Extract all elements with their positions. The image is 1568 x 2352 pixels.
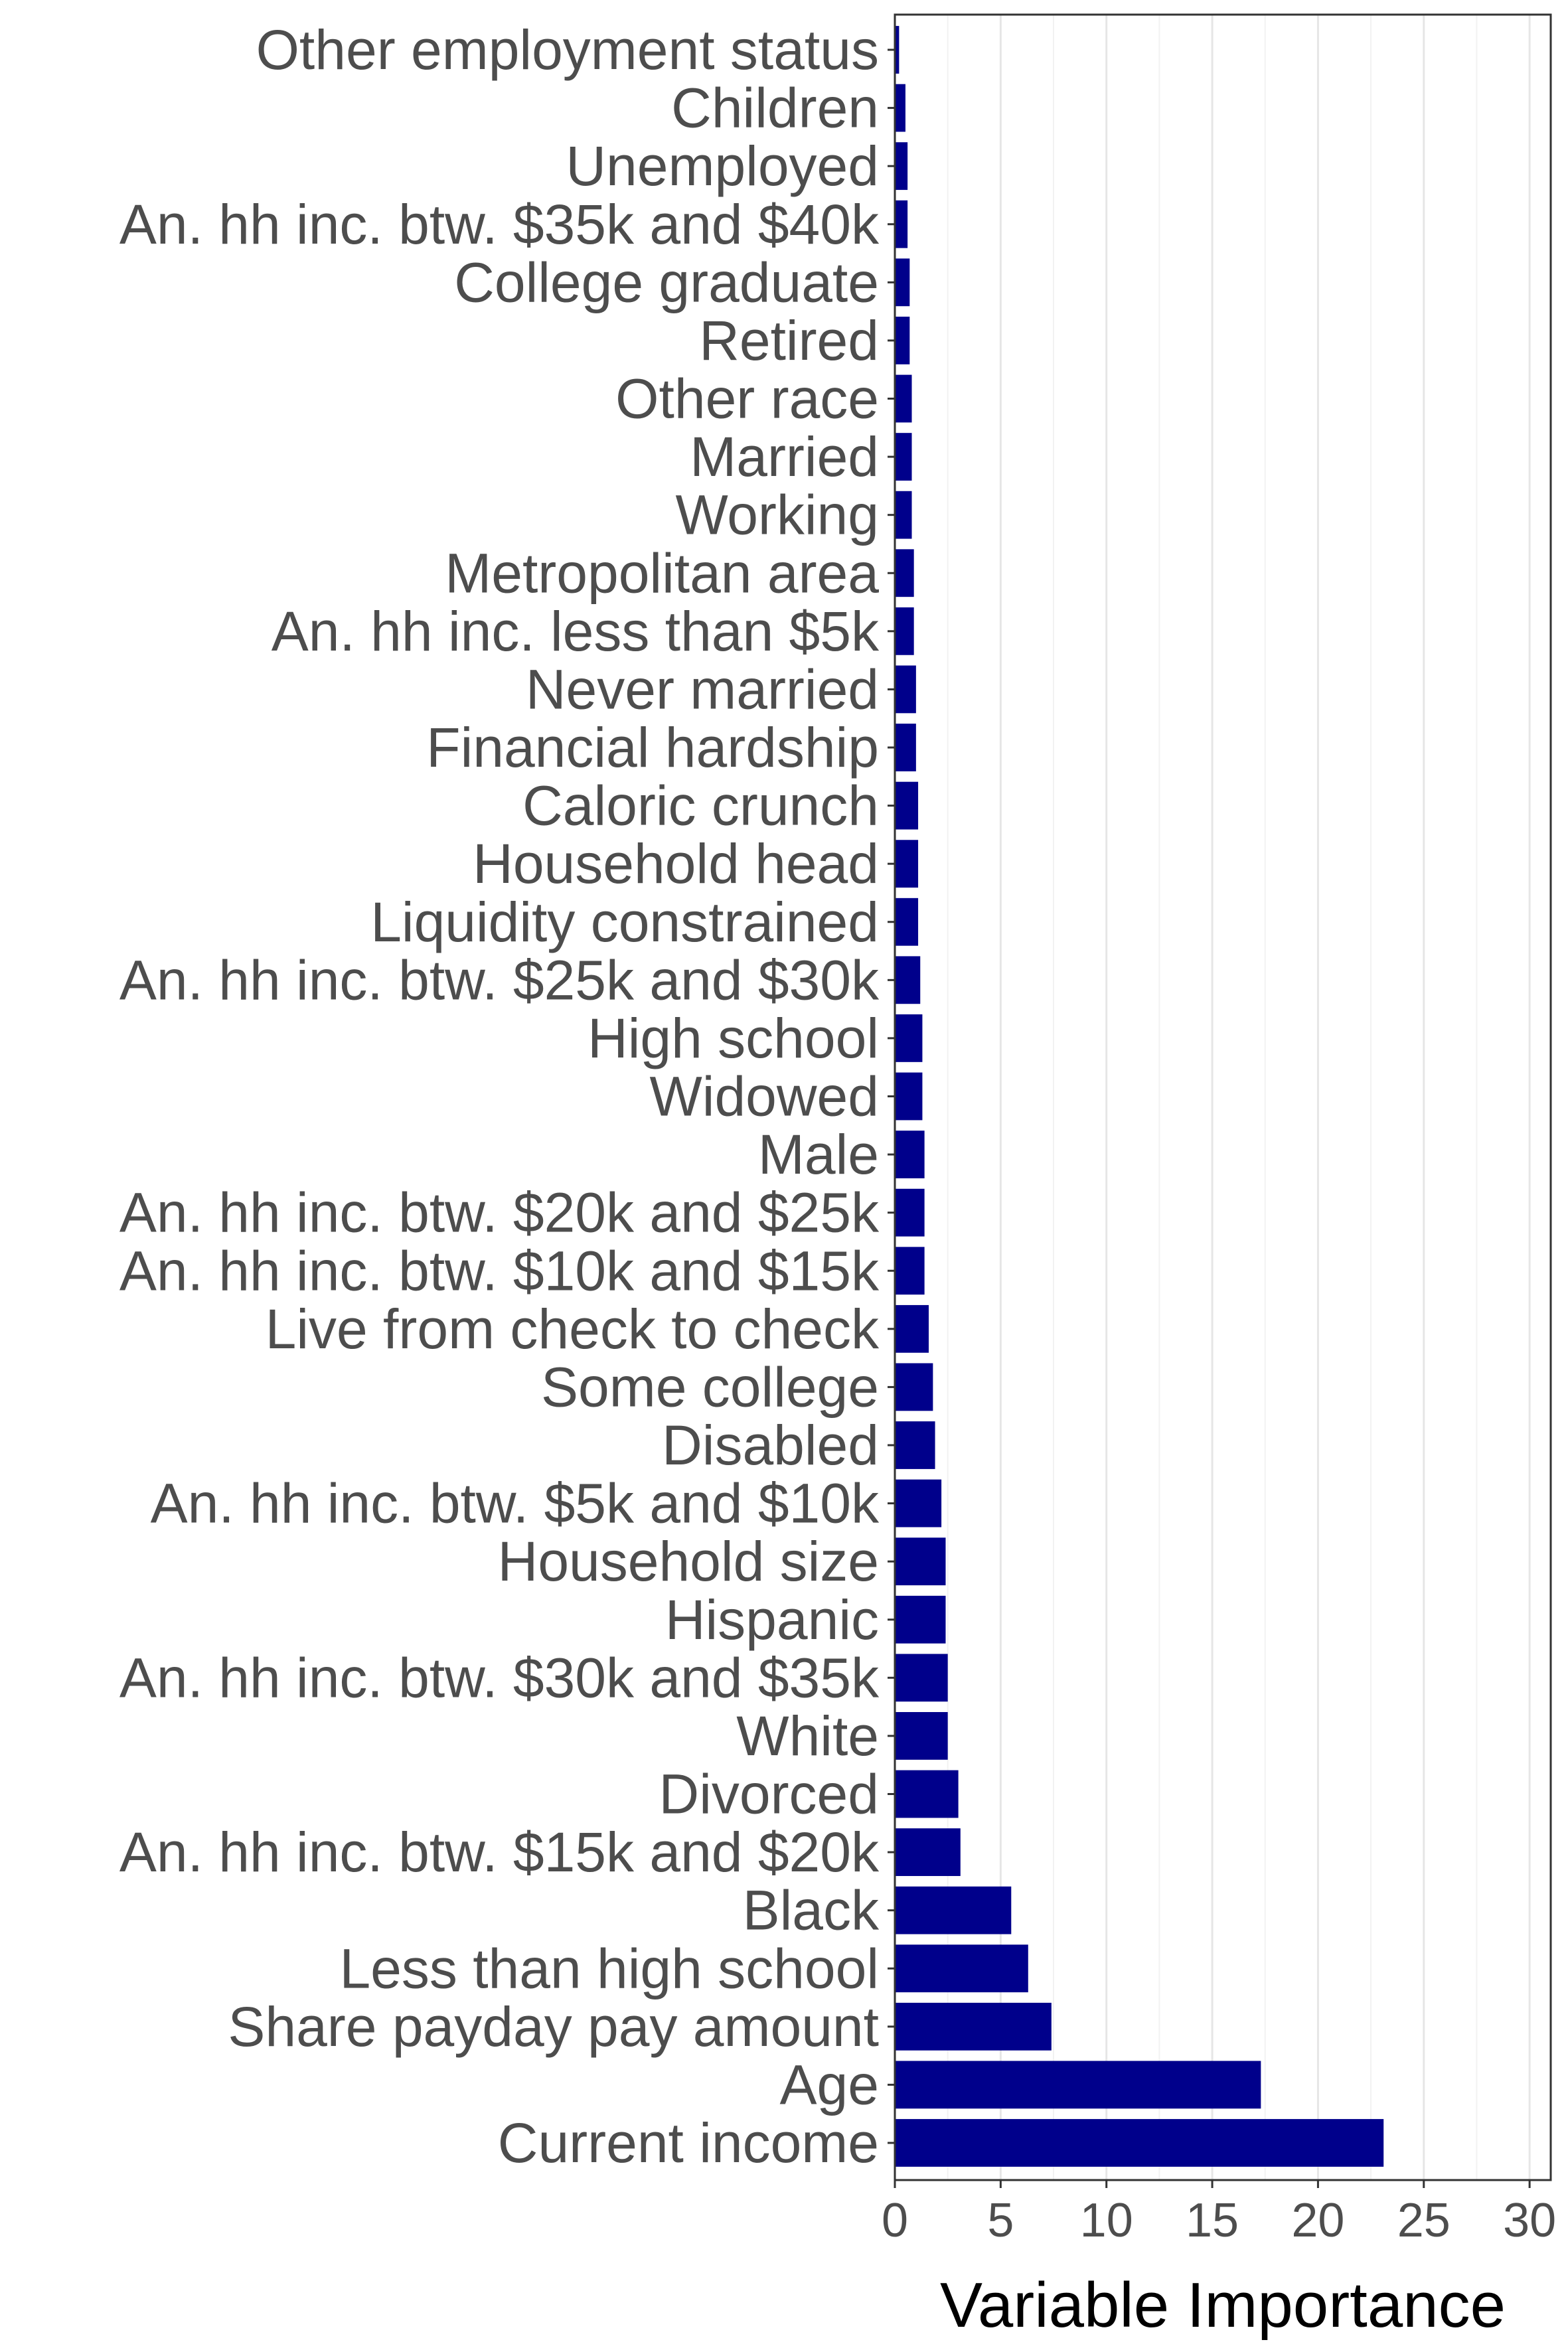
y-tick-label: An. hh inc. btw. $30k and $35k bbox=[119, 1646, 880, 1709]
y-tick-label: Some college bbox=[541, 1356, 879, 1418]
y-tick-label: Retired bbox=[699, 309, 879, 372]
y-tick-label: Household head bbox=[473, 832, 879, 895]
bar bbox=[895, 1886, 1012, 1934]
bar bbox=[895, 84, 905, 132]
y-tick-label: High school bbox=[588, 1007, 879, 1069]
y-tick-label: An. hh inc. btw. $25k and $30k bbox=[119, 949, 880, 1011]
bar bbox=[895, 317, 910, 364]
y-tick-label: Male bbox=[758, 1123, 879, 1186]
y-tick-label: Live from check to check bbox=[266, 1298, 880, 1360]
y-tick-label: Liquidity constrained bbox=[370, 891, 879, 953]
y-tick-label: An. hh inc. btw. $35k and $40k bbox=[119, 193, 880, 256]
bar bbox=[895, 665, 916, 714]
x-tick-label: 20 bbox=[1291, 2194, 1344, 2247]
bar bbox=[895, 1770, 959, 1818]
x-tick-label: 25 bbox=[1397, 2194, 1450, 2247]
y-tick-label: Hispanic bbox=[665, 1589, 879, 1651]
y-tick-label: Unemployed bbox=[566, 135, 879, 197]
bar bbox=[895, 433, 912, 481]
y-tick-label: An. hh inc. btw. $15k and $20k bbox=[119, 1821, 880, 1883]
bar bbox=[895, 26, 900, 74]
y-tick-label: Less than high school bbox=[339, 1937, 879, 1999]
y-tick-label: Age bbox=[780, 2053, 879, 2116]
bar bbox=[895, 1595, 946, 1644]
y-tick-label: Current income bbox=[498, 2112, 879, 2174]
bar bbox=[895, 840, 919, 888]
bar bbox=[895, 1537, 946, 1586]
bar bbox=[895, 898, 919, 946]
y-tick-label: An. hh inc. less than $5k bbox=[272, 600, 880, 663]
y-tick-label: Working bbox=[675, 484, 879, 546]
bar bbox=[895, 1421, 935, 1469]
bar bbox=[895, 607, 914, 655]
x-tick-label: 30 bbox=[1503, 2194, 1556, 2247]
grid-lines bbox=[947, 15, 1531, 2180]
bar bbox=[895, 1479, 942, 1528]
y-tick-label: An. hh inc. btw. $20k and $25k bbox=[119, 1182, 880, 1244]
bar bbox=[895, 200, 908, 248]
x-tick-label: 0 bbox=[882, 2194, 908, 2247]
bar bbox=[895, 1363, 933, 1411]
y-tick-label: Never married bbox=[526, 658, 879, 720]
bars bbox=[895, 26, 1384, 2167]
bar bbox=[895, 1072, 923, 1121]
y-tick-label: Other race bbox=[615, 368, 879, 430]
bar bbox=[895, 2002, 1052, 2051]
y-tick-label: An. hh inc. btw. $5k and $10k bbox=[151, 1472, 880, 1535]
y-tick-label: Widowed bbox=[650, 1065, 879, 1128]
y-tick-label: Children bbox=[671, 77, 879, 139]
x-tick-label: 15 bbox=[1186, 2194, 1239, 2247]
y-tick-label: Household size bbox=[498, 1530, 879, 1593]
bar bbox=[895, 258, 910, 307]
y-tick-label: Share payday pay amount bbox=[228, 1996, 879, 2058]
bar bbox=[895, 1944, 1028, 1993]
plot-background bbox=[895, 15, 1551, 2180]
bar bbox=[895, 1304, 929, 1353]
x-tick-label: 10 bbox=[1080, 2194, 1133, 2247]
bar bbox=[895, 956, 921, 1004]
bar bbox=[895, 1712, 948, 1760]
bar bbox=[895, 142, 908, 191]
y-tick-label: Divorced bbox=[659, 1763, 879, 1826]
y-tick-label: Married bbox=[690, 426, 879, 488]
y-tick-label: An. hh inc. btw. $10k and $15k bbox=[119, 1239, 880, 1302]
y-tick-label: Financial hardship bbox=[426, 716, 879, 779]
bar bbox=[895, 2119, 1384, 2167]
y-tick-label: Other employment status bbox=[256, 19, 879, 81]
y-tick-label: White bbox=[736, 1705, 879, 1767]
bar bbox=[895, 491, 912, 539]
bar bbox=[895, 1131, 925, 1178]
y-tick-label: Caloric crunch bbox=[522, 775, 879, 837]
x-axis-ticks: 0 5 10 15 20 25 30 bbox=[882, 2180, 1556, 2247]
x-tick-label: 5 bbox=[987, 2194, 1014, 2247]
bar bbox=[895, 549, 914, 597]
x-axis-title: Variable Importance bbox=[940, 2270, 1506, 2341]
bar bbox=[895, 1828, 961, 1876]
y-tick-label: College graduate bbox=[454, 251, 879, 313]
y-tick-labels: Other employment statusChildrenUnemploye… bbox=[119, 19, 895, 2174]
y-tick-label: Disabled bbox=[662, 1414, 879, 1476]
bar bbox=[895, 1188, 925, 1237]
bar bbox=[895, 781, 919, 830]
bar bbox=[895, 1247, 925, 1295]
bar bbox=[895, 724, 916, 771]
bar bbox=[895, 1014, 923, 1062]
bar bbox=[895, 1654, 948, 1702]
bar bbox=[895, 374, 912, 423]
y-tick-label: Metropolitan area bbox=[445, 542, 879, 604]
bar bbox=[895, 2061, 1261, 2109]
y-tick-label: Black bbox=[743, 1879, 880, 1942]
